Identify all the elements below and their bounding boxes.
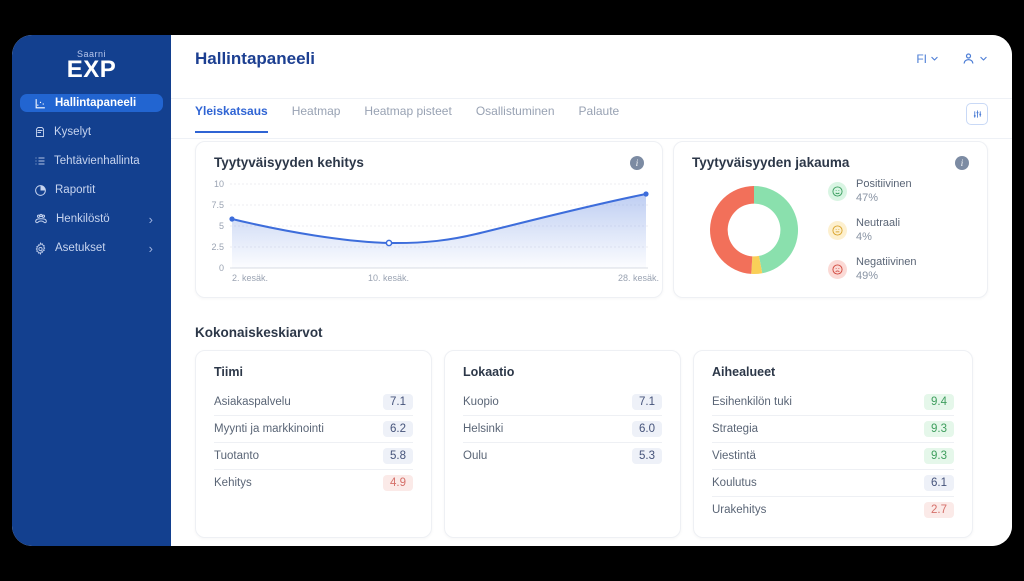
svg-text:2.5: 2.5 — [211, 242, 224, 252]
svg-text:7.5: 7.5 — [211, 200, 224, 210]
svg-text:10: 10 — [214, 179, 224, 189]
svg-text:28. kesäk.: 28. kesäk. — [618, 273, 659, 283]
svg-text:2. kesäk.: 2. kesäk. — [232, 273, 268, 283]
svg-text:10. kesäk.: 10. kesäk. — [368, 273, 409, 283]
svg-text:5: 5 — [219, 221, 224, 231]
svg-text:0: 0 — [219, 263, 224, 273]
